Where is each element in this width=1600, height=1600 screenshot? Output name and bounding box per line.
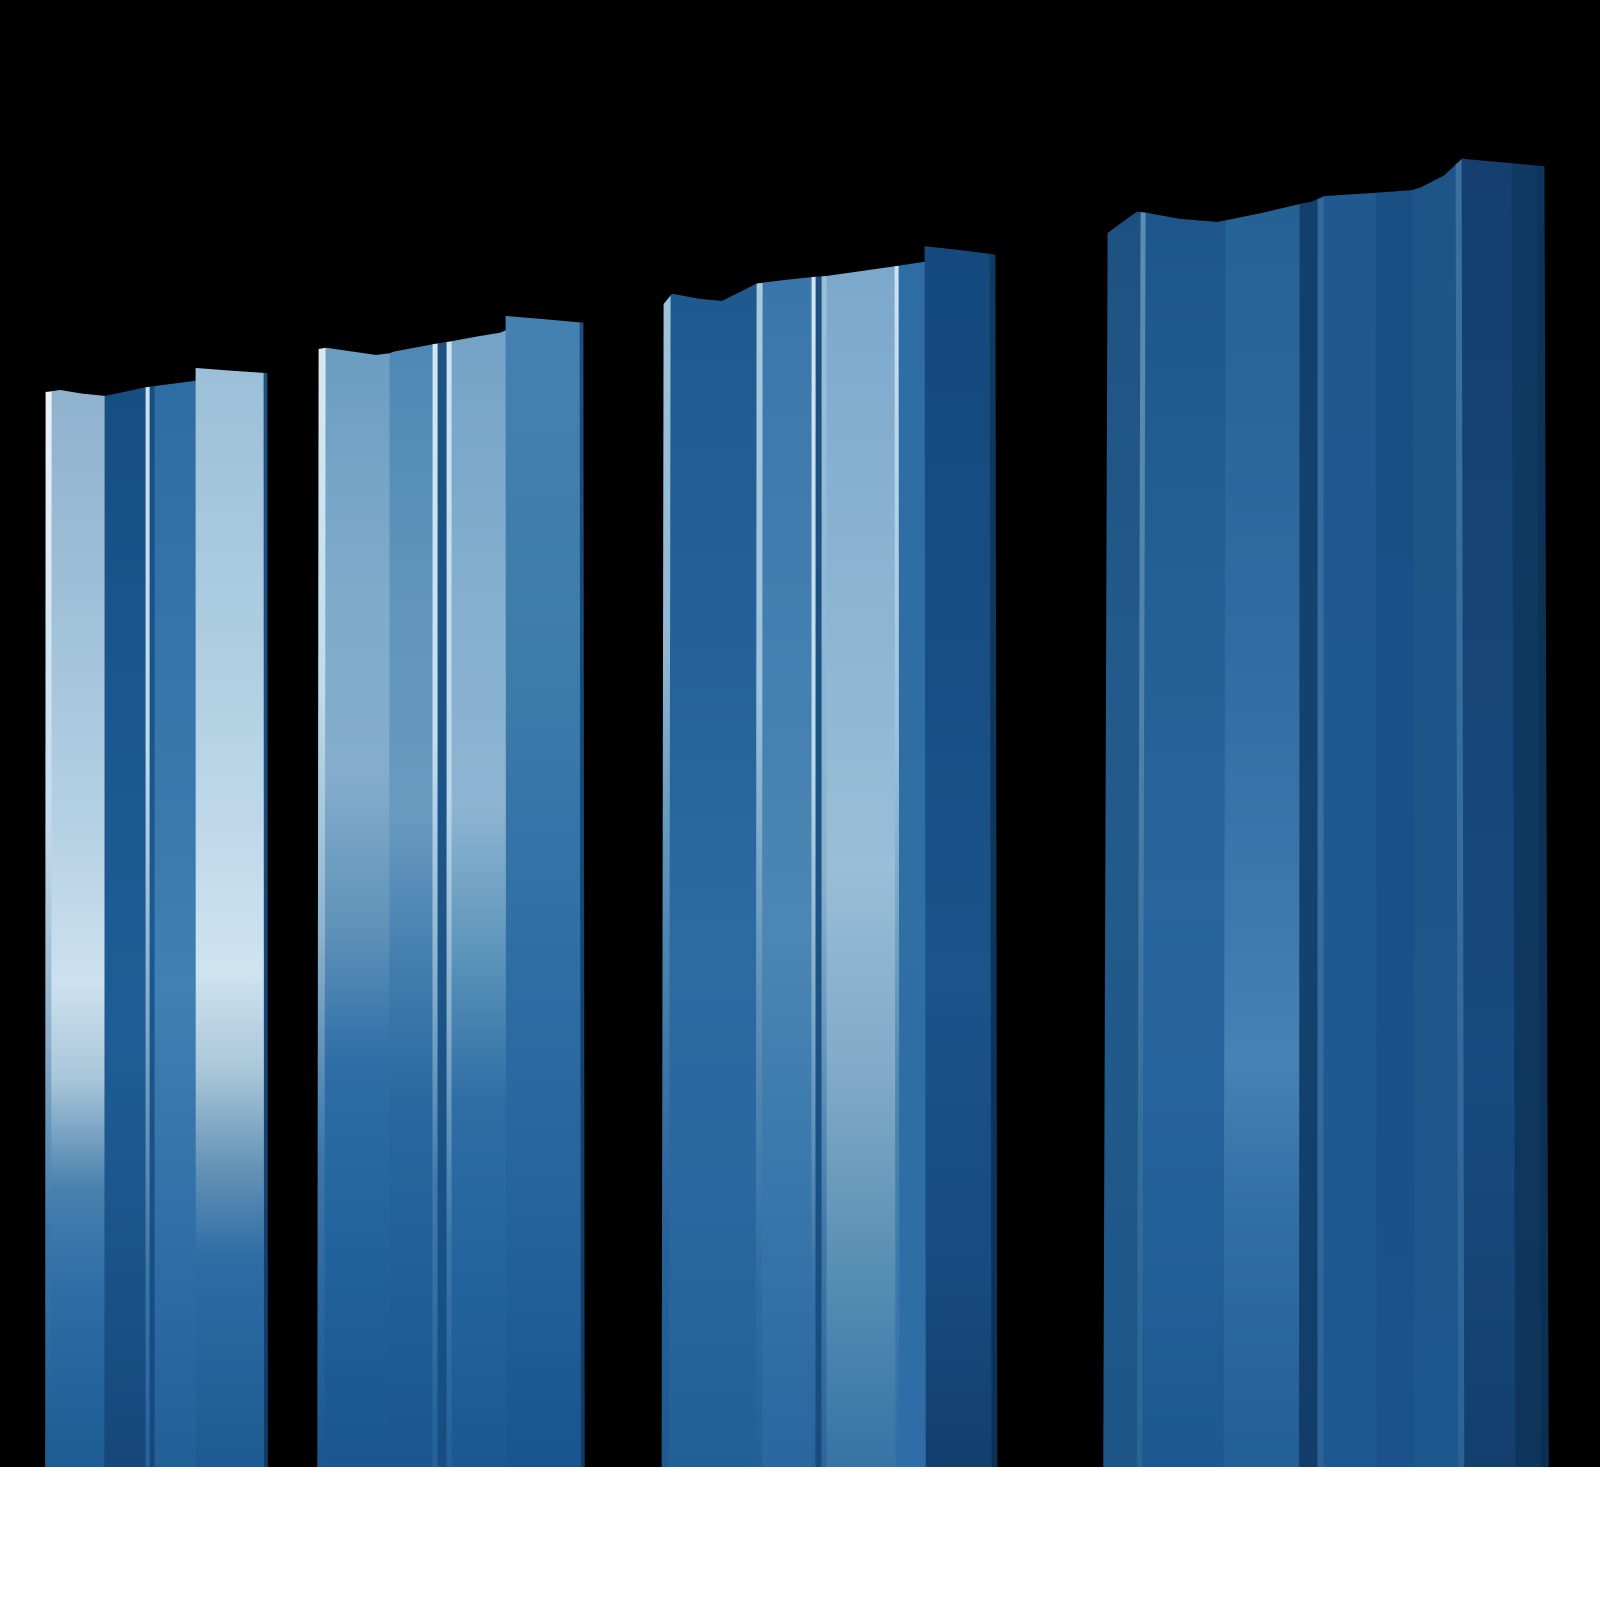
- picket-3-edge-left-highlight: [661, 294, 672, 1467]
- white-footer-strip: [0, 1467, 1600, 1600]
- picket-1-dark-line: [149, 386, 156, 1468]
- picket-3-cap-right: [924, 246, 993, 1468]
- picket-2-face-3: [451, 330, 507, 1468]
- picket-1-face-left: [51, 390, 106, 1467]
- picket-3-face-2: [761, 277, 813, 1468]
- picket-4-flange-left: [1103, 211, 1142, 1467]
- picket-3: [661, 246, 998, 1468]
- picket-4-valley-2: [1412, 164, 1460, 1467]
- picket-3-groove-line-right: [821, 276, 828, 1467]
- picket-2-groove-line-right: [446, 341, 453, 1468]
- picket-4-groove-light: [1317, 196, 1325, 1467]
- picket-1-highlight-line: [145, 386, 151, 1468]
- picket-2-edge-right: [579, 322, 585, 1467]
- picket-2-face-2: [388, 344, 434, 1468]
- picket-2-groove: [437, 342, 448, 1467]
- picket-3-narrow-strip: [898, 261, 927, 1467]
- picket-1-rib: [154, 380, 197, 1467]
- picket-4-ridge-highlight: [1136, 212, 1147, 1468]
- picket-1-cap-right: [195, 368, 265, 1467]
- picket-2-edge-left-highlight: [317, 347, 327, 1468]
- picket-4: [1103, 158, 1549, 1468]
- picket-4-valley-1: [1141, 212, 1227, 1468]
- picket-3-face-left: [668, 283, 758, 1467]
- picket-2-cap-right: [505, 316, 582, 1467]
- picket-2-groove-line-left: [432, 343, 439, 1467]
- picket-4-rib-2-left: [1323, 192, 1378, 1467]
- picket-3-groove: [815, 276, 823, 1467]
- picket-1-edge-right: [263, 373, 268, 1467]
- picket-4-cap-right: [1511, 163, 1542, 1467]
- picket-1-valley: [104, 387, 147, 1468]
- picket-3-groove-line-left: [811, 276, 817, 1467]
- picket-1: [45, 368, 268, 1468]
- picket-4-rib: [1223, 204, 1301, 1467]
- picket-3-highlight-line: [755, 282, 764, 1467]
- picket-2-face-left: [324, 347, 391, 1468]
- picket-2: [317, 316, 585, 1468]
- picket-1-edge-left-highlight: [45, 391, 53, 1468]
- picket-4-edge-right: [1536, 165, 1549, 1468]
- picket-4-cap-left: [1461, 158, 1517, 1467]
- picket-3-face-3: [826, 266, 897, 1467]
- picket-3-edge-right: [989, 254, 998, 1467]
- picket-4-rib-2-right: [1375, 190, 1416, 1468]
- picket-4-groove-dark: [1299, 199, 1319, 1467]
